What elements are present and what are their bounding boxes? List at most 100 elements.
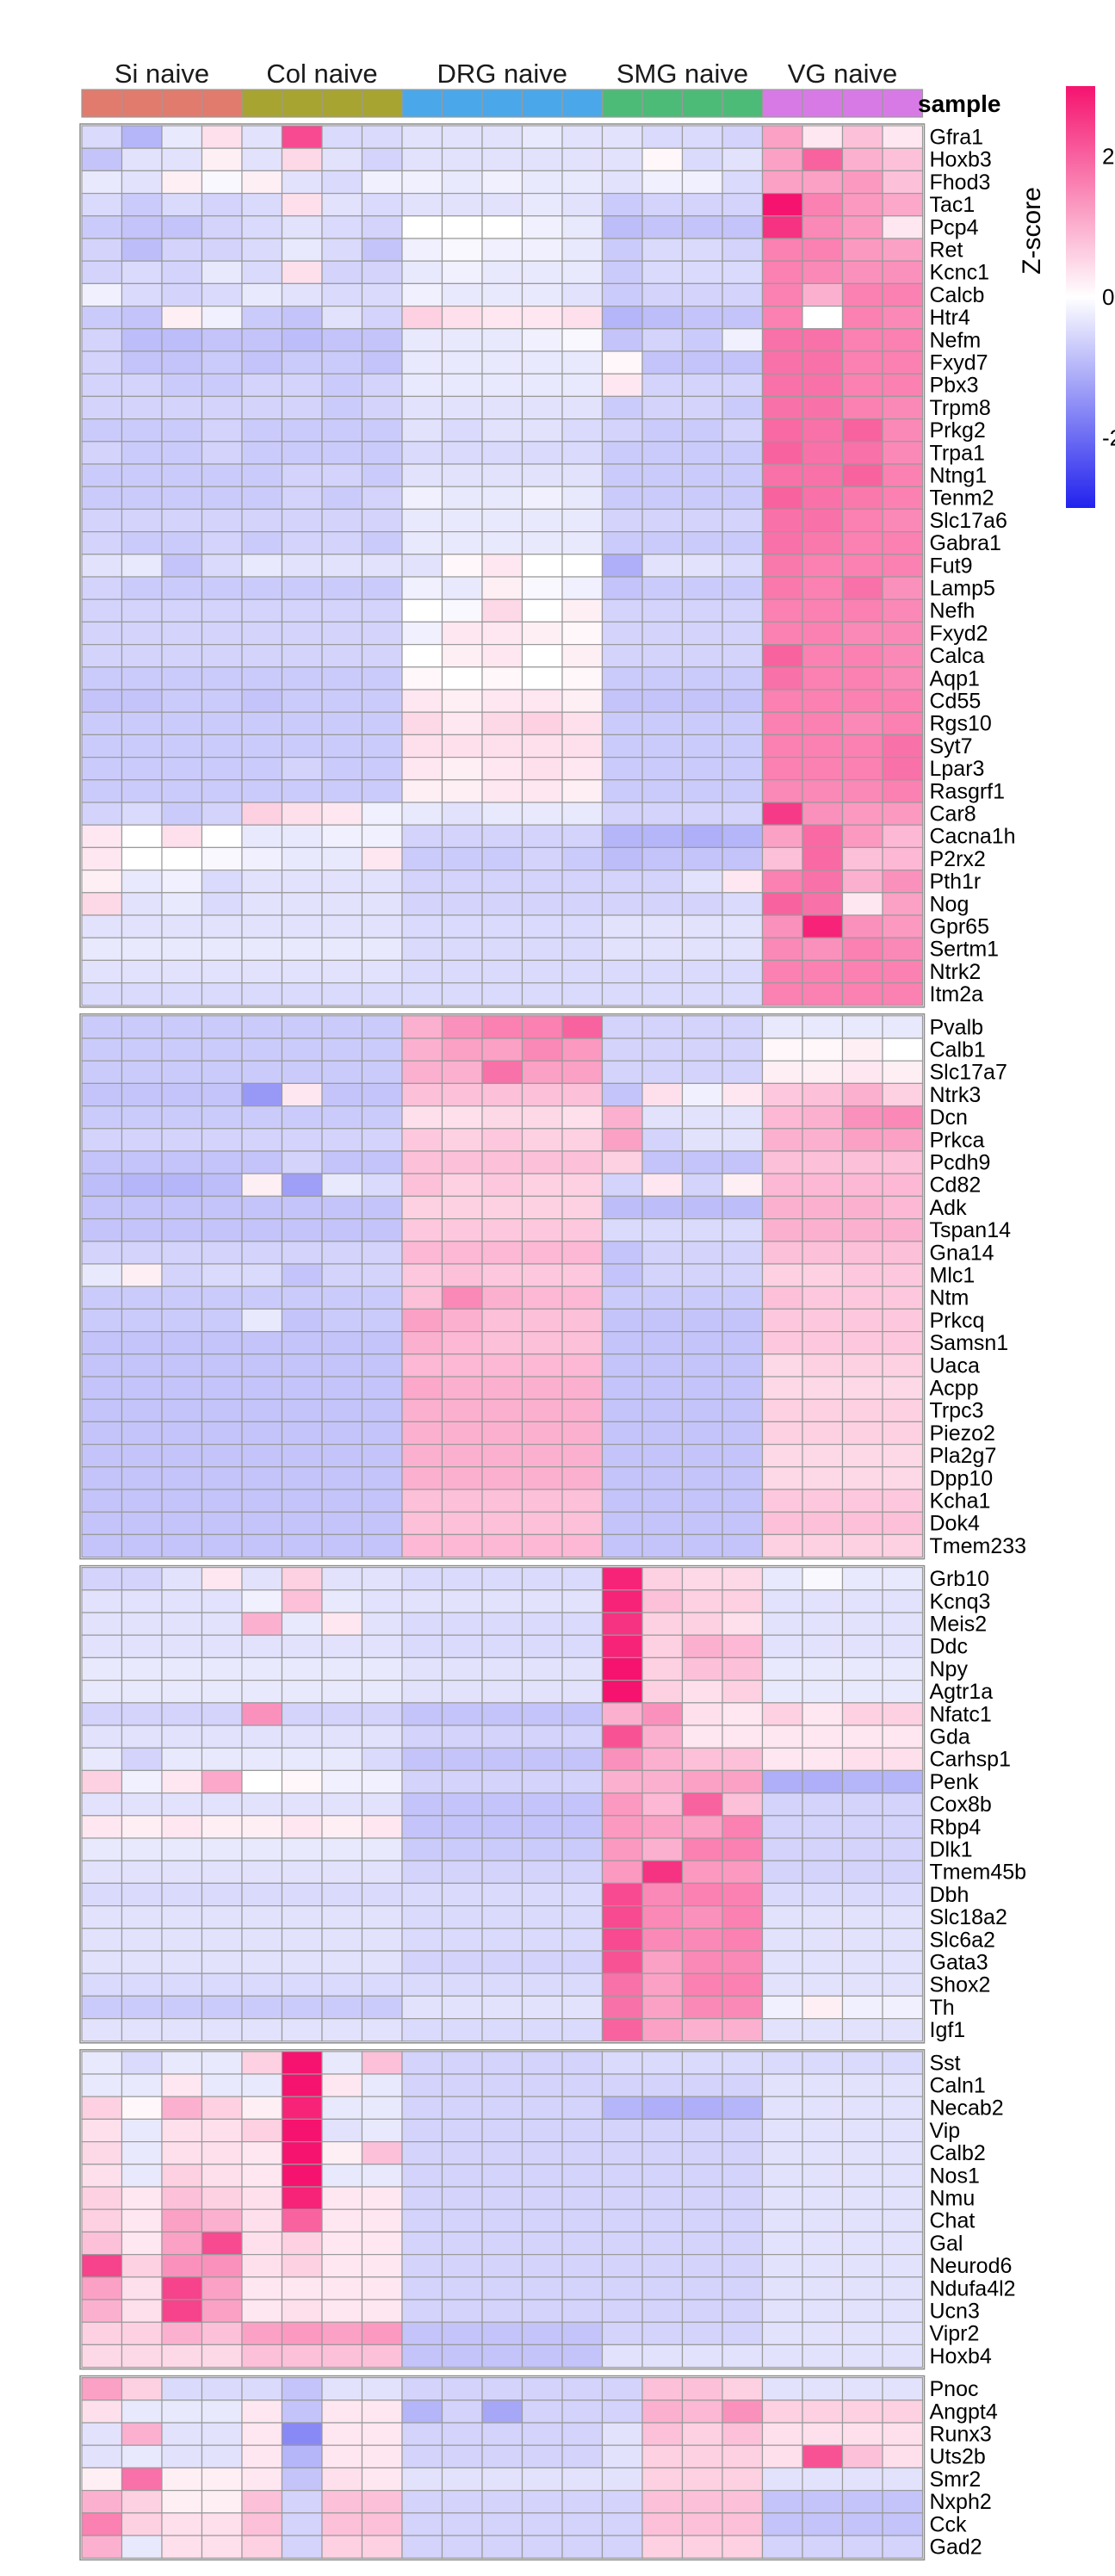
heatmap-cell bbox=[481, 2535, 523, 2559]
heatmap-cell bbox=[401, 2377, 443, 2401]
heatmap-cell bbox=[161, 2344, 203, 2369]
heatmap-cell bbox=[201, 350, 243, 375]
heatmap-cell bbox=[81, 2073, 123, 2097]
heatmap-cell bbox=[321, 2299, 363, 2323]
heatmap-cell bbox=[321, 1905, 363, 1929]
heatmap-cell bbox=[121, 576, 163, 600]
heatmap-cell bbox=[401, 576, 443, 600]
heatmap-cell bbox=[802, 914, 844, 938]
heatmap-cell bbox=[761, 1308, 803, 1333]
heatmap-cell bbox=[201, 1656, 243, 1681]
heatmap-cell bbox=[321, 147, 363, 171]
heatmap-cell bbox=[241, 666, 283, 690]
heatmap-cell bbox=[121, 554, 163, 578]
heatmap-cell bbox=[882, 2377, 924, 2401]
heatmap-cell bbox=[802, 2400, 844, 2424]
heatmap-cell bbox=[361, 937, 403, 961]
heatmap-cell bbox=[121, 1634, 163, 1658]
heatmap-cell bbox=[761, 2018, 803, 2042]
heatmap-cell bbox=[361, 147, 403, 171]
heatmap-cell bbox=[761, 779, 803, 803]
heatmap-cell bbox=[761, 1905, 803, 1929]
heatmap-cell bbox=[81, 2299, 123, 2323]
heatmap-cell bbox=[841, 1421, 883, 1446]
heatmap-cell bbox=[321, 350, 363, 375]
heatmap-cell bbox=[841, 2051, 883, 2075]
heatmap-cell bbox=[882, 1511, 924, 1535]
heatmap-cell bbox=[161, 2490, 203, 2514]
heatmap-cell bbox=[681, 1330, 723, 1355]
heatmap-cell bbox=[441, 170, 483, 195]
heatmap-cell bbox=[281, 1837, 323, 1861]
heatmap-cell bbox=[722, 282, 764, 307]
heatmap-cell bbox=[161, 1015, 203, 1039]
heatmap-cell bbox=[761, 1150, 803, 1174]
heatmap-cell bbox=[681, 1928, 723, 1952]
heatmap-cell bbox=[401, 1511, 443, 1535]
heatmap-cell bbox=[761, 530, 803, 555]
heatmap-cell bbox=[681, 554, 723, 578]
heatmap-cell bbox=[161, 1421, 203, 1446]
heatmap-cell bbox=[161, 373, 203, 398]
heatmap-cell bbox=[802, 937, 844, 961]
heatmap-cell bbox=[681, 1489, 723, 1513]
heatmap-cell bbox=[882, 1330, 924, 1355]
heatmap-cell bbox=[761, 689, 803, 713]
heatmap-cell bbox=[281, 1443, 323, 1468]
heatmap-cell bbox=[321, 1015, 363, 1039]
heatmap-cell bbox=[521, 1421, 563, 1446]
heatmap-cell bbox=[401, 2073, 443, 2097]
heatmap-cell bbox=[81, 1037, 123, 1062]
heatmap-cell bbox=[641, 193, 684, 217]
heatmap-cell bbox=[401, 1037, 443, 1062]
heatmap-cell bbox=[841, 1015, 883, 1039]
heatmap-cell bbox=[401, 215, 443, 239]
heatmap-cell bbox=[161, 1860, 203, 1884]
heatmap-cell bbox=[481, 598, 523, 623]
heatmap-cell bbox=[841, 914, 883, 938]
heatmap-cell bbox=[802, 846, 844, 871]
heatmap-cell bbox=[561, 914, 604, 938]
heatmap-cell bbox=[121, 530, 163, 555]
heatmap-cell bbox=[161, 1882, 203, 1907]
heatmap-cell bbox=[841, 1489, 883, 1513]
heatmap-cell bbox=[681, 1634, 723, 1658]
heatmap-cell bbox=[561, 2344, 604, 2369]
heatmap-cell bbox=[241, 373, 283, 398]
heatmap-cell bbox=[722, 2512, 764, 2536]
heatmap-cell bbox=[561, 937, 604, 961]
heatmap-cell bbox=[201, 734, 243, 759]
heatmap-cell bbox=[882, 215, 924, 239]
gene-label: Calcb bbox=[930, 283, 985, 307]
heatmap-cell bbox=[601, 1747, 643, 1771]
heatmap-cell bbox=[601, 147, 643, 171]
heatmap-cell bbox=[201, 463, 243, 487]
heatmap-cell bbox=[321, 1195, 363, 1220]
heatmap-cell bbox=[722, 2422, 764, 2446]
heatmap-cell bbox=[241, 2422, 283, 2446]
heatmap-cell bbox=[561, 846, 604, 871]
heatmap-cell bbox=[841, 1634, 883, 1658]
heatmap-cell bbox=[401, 282, 443, 307]
heatmap-cell bbox=[321, 2186, 363, 2210]
heatmap-cell bbox=[521, 2164, 563, 2188]
heatmap-cell bbox=[81, 1105, 123, 1130]
heatmap-cell bbox=[361, 1128, 403, 1152]
heatmap-cell bbox=[281, 2186, 323, 2210]
heatmap-cell bbox=[121, 643, 163, 668]
heatmap-cell bbox=[241, 981, 283, 1006]
heatmap-cell bbox=[841, 463, 883, 487]
heatmap-cell bbox=[601, 1466, 643, 1490]
heatmap-cell bbox=[121, 802, 163, 826]
heatmap-cell bbox=[561, 1769, 604, 1794]
heatmap-cell bbox=[601, 1263, 643, 1287]
heatmap-cell bbox=[641, 1511, 684, 1535]
heatmap-cell bbox=[361, 689, 403, 713]
heatmap-cell bbox=[281, 1511, 323, 1535]
heatmap-cell bbox=[241, 530, 283, 555]
heatmap-cell bbox=[281, 147, 323, 171]
heatmap-cell bbox=[641, 1285, 684, 1310]
heatmap-cell bbox=[841, 1928, 883, 1952]
heatmap-cell bbox=[81, 1612, 123, 1636]
heatmap-cell bbox=[481, 2141, 523, 2165]
